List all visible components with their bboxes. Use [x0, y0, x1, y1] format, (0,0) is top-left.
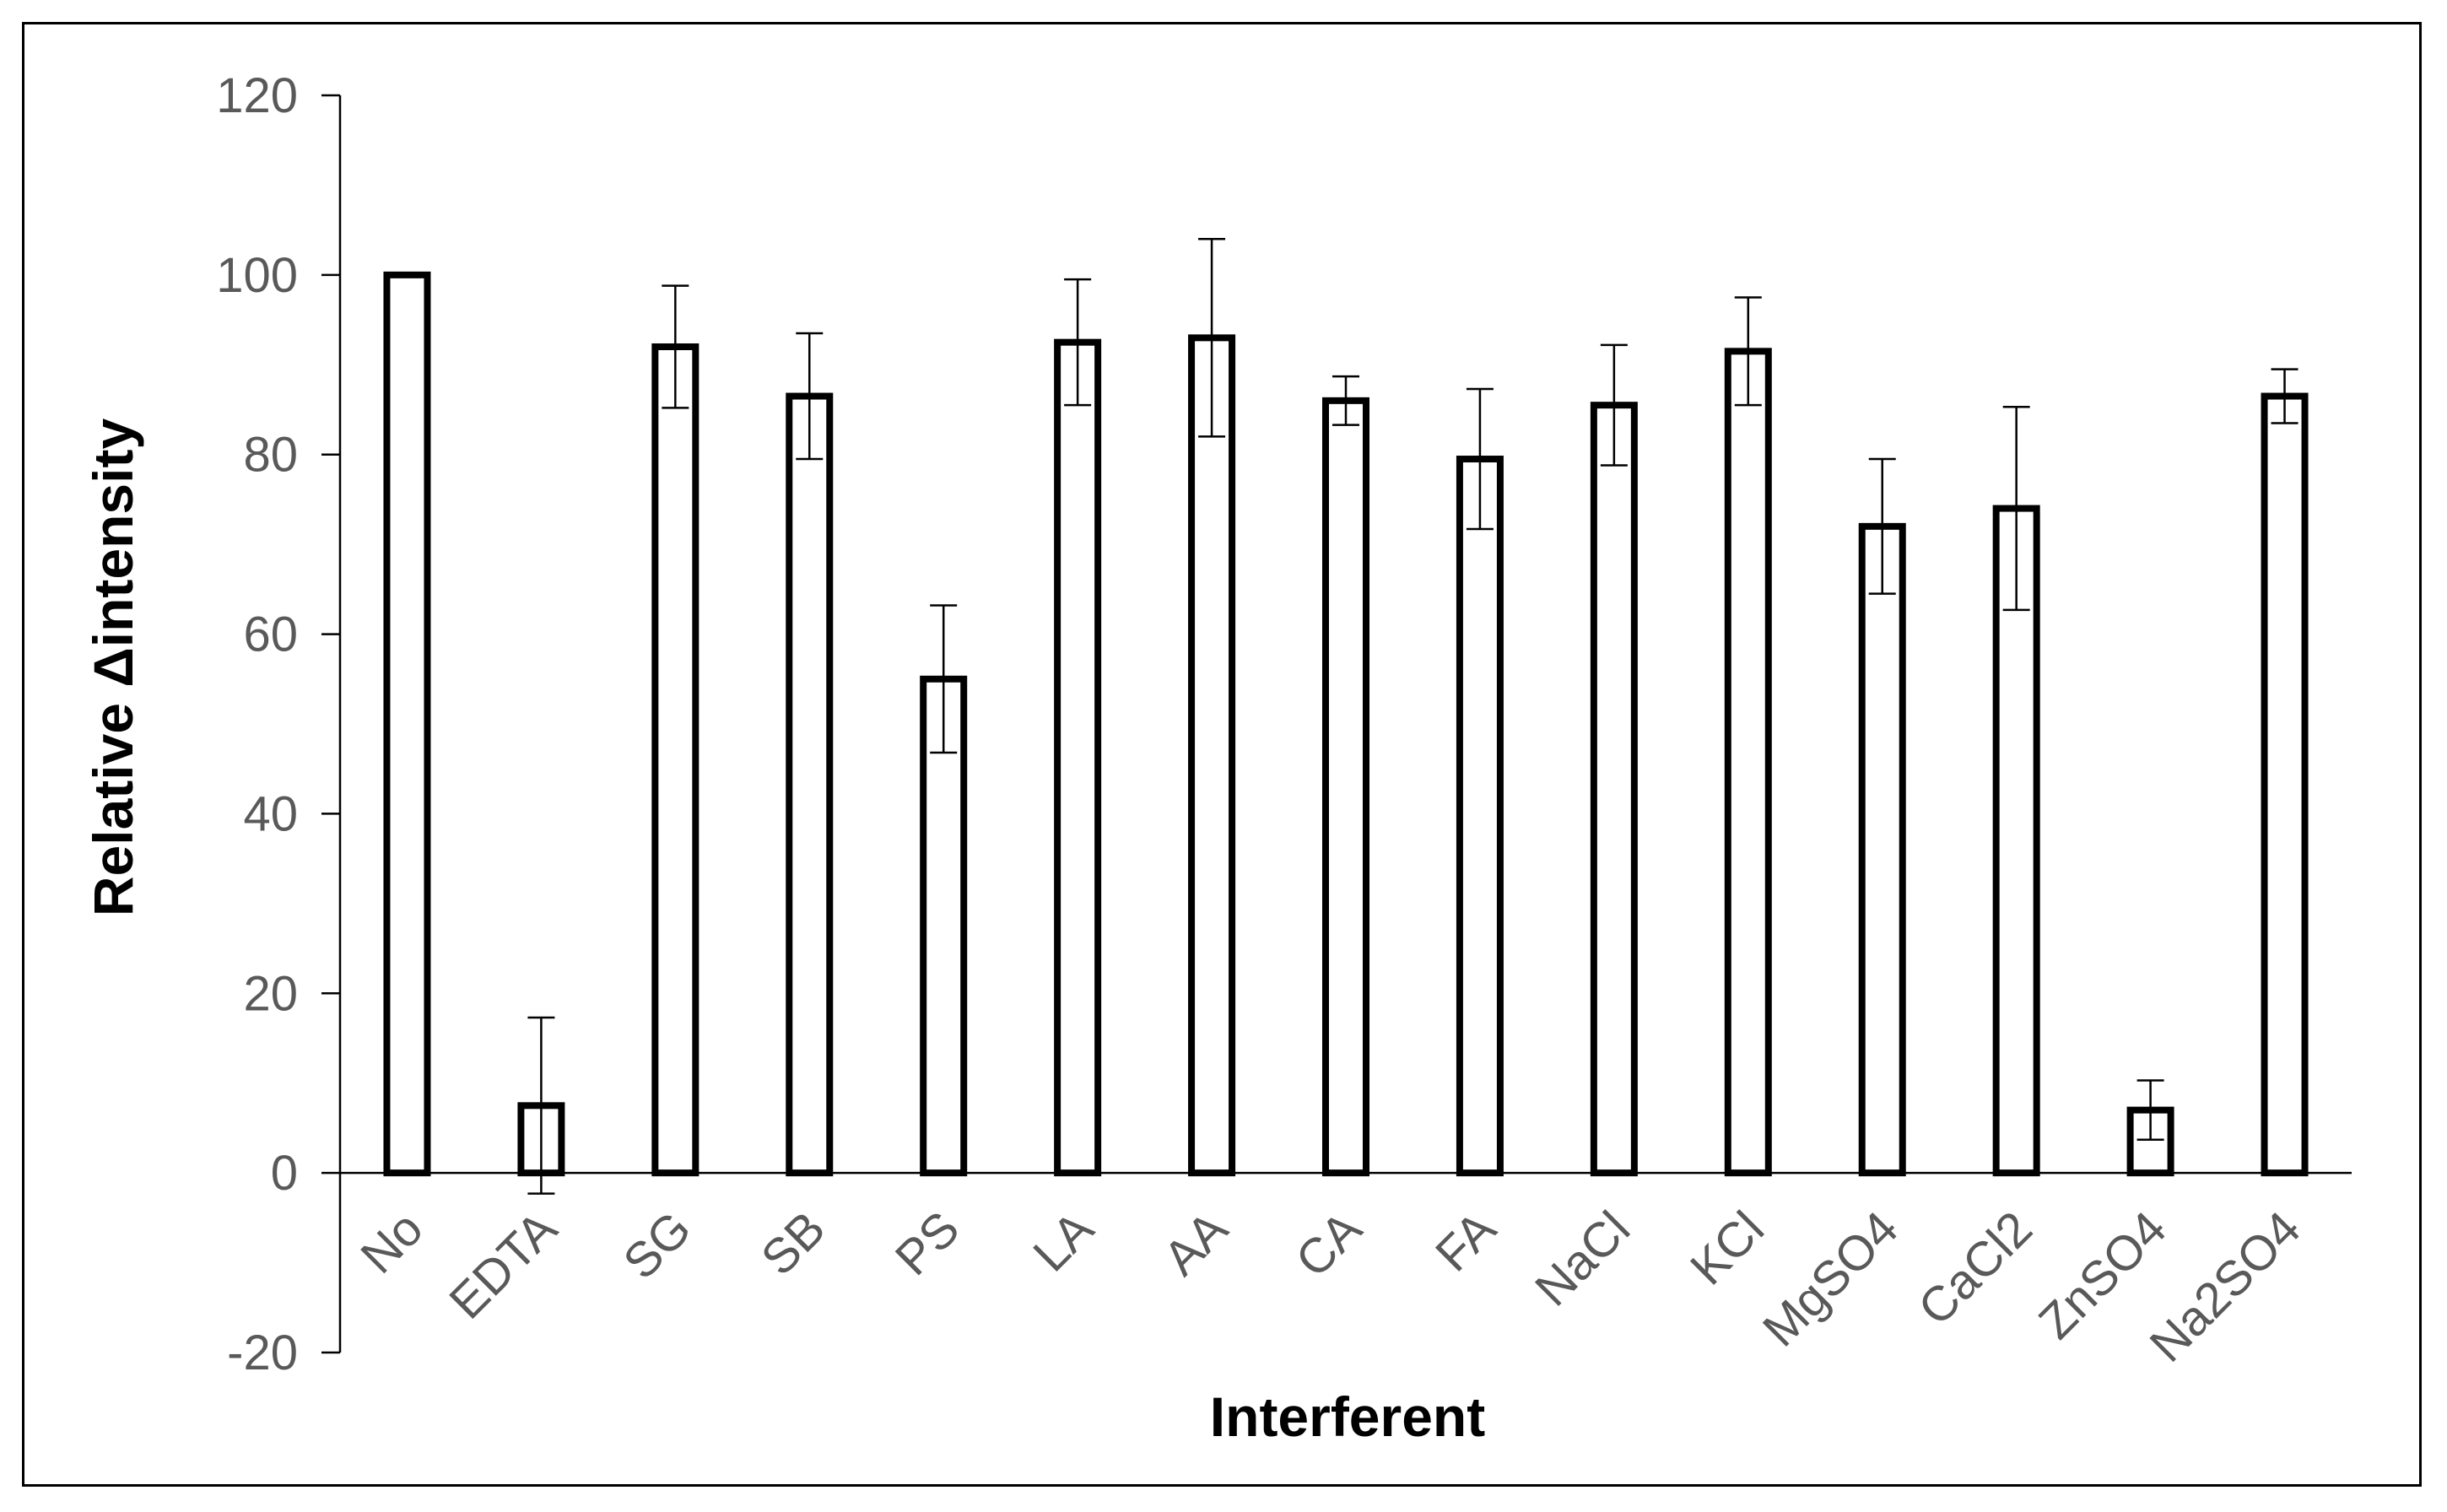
x-tick-label: KCl — [1680, 1201, 1774, 1295]
y-tick-label: 20 — [243, 966, 298, 1021]
x-tick-label: No — [350, 1201, 433, 1283]
x-axis-title: Interferent — [1210, 1385, 1485, 1448]
x-tick-label: SB — [751, 1201, 836, 1286]
bar-no — [383, 271, 431, 1177]
bar-fa — [1456, 456, 1504, 1177]
bar-mgso4 — [1858, 522, 1906, 1177]
bar-aa — [1188, 334, 1236, 1177]
chart-frame: -20 0 20 40 60 80 100 120 No EDTA SG SB PS LA AA CA FA N… — [22, 22, 2422, 1487]
x-tick-label: AA — [1153, 1201, 1239, 1286]
y-tick-label: 40 — [243, 786, 298, 841]
bar-kcl — [1724, 348, 1772, 1177]
x-tick-label: Na2SO4 — [2139, 1201, 2310, 1372]
bar-sb — [786, 392, 834, 1177]
x-tick-label: MgSO4 — [1753, 1201, 1909, 1357]
bar-cacl2 — [1992, 505, 2040, 1177]
y-tick-label: 120 — [216, 68, 298, 123]
x-tick-label: PS — [885, 1201, 970, 1286]
x-tick-label: CaCl2 — [1908, 1201, 2043, 1336]
bar-sg — [651, 343, 700, 1177]
y-tick-label: 60 — [243, 608, 298, 662]
y-tick-label: 100 — [216, 248, 298, 303]
x-tick-label: FA — [1425, 1201, 1506, 1282]
y-tick-label: 80 — [243, 428, 298, 483]
bar-la — [1054, 338, 1102, 1177]
error-bars — [527, 238, 2298, 1195]
y-axis-title: Relative Δintensity — [82, 418, 144, 917]
bar-ps — [920, 675, 968, 1177]
x-tick-label: CA — [1285, 1201, 1372, 1288]
x-tick-label: EDTA — [439, 1201, 568, 1330]
y-tick-label: 0 — [271, 1146, 298, 1201]
bar-ca — [1322, 397, 1369, 1177]
x-tick-label: NaCl — [1525, 1201, 1640, 1316]
x-tick-label: LA — [1023, 1201, 1104, 1282]
bar-nacl — [1590, 402, 1638, 1177]
y-axis: -20 0 20 40 60 80 100 120 — [216, 68, 342, 1380]
x-tick-label: SG — [613, 1201, 701, 1289]
y-tick-label: -20 — [227, 1326, 298, 1380]
bar-na2so4 — [2261, 392, 2309, 1177]
